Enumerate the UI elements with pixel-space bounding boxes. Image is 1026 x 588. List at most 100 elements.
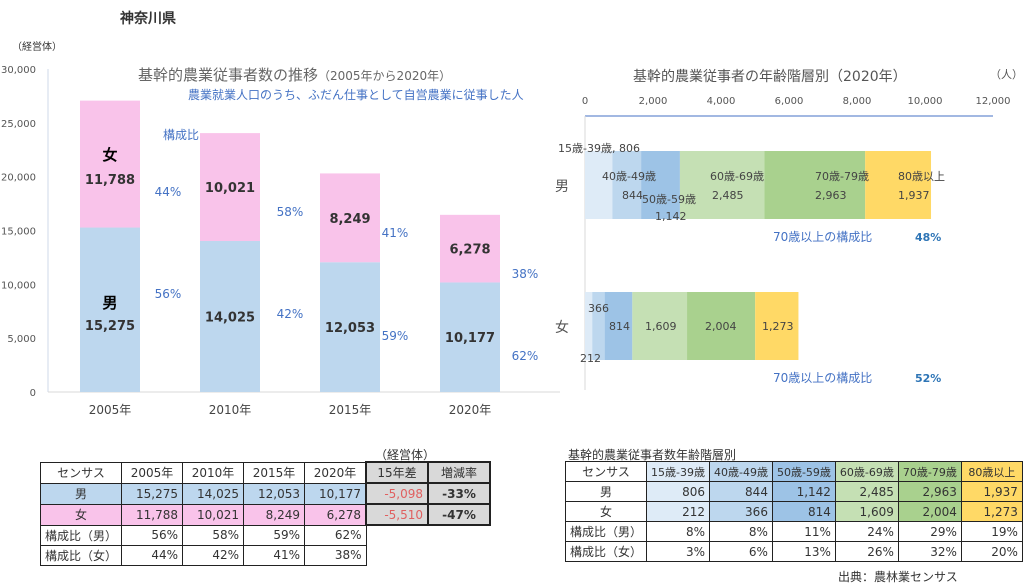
x-tick-label: 2005年 <box>89 403 132 417</box>
chart2-title: 基幹的農業従事者の年齢階層別（2020年） <box>633 69 907 85</box>
bar-male-label: 10,177 <box>445 331 495 346</box>
x-tick-label: 2020年 <box>449 403 492 417</box>
table-cell: 構成比（男） <box>564 521 648 542</box>
table-cell: 6% <box>708 541 773 562</box>
table-cell: 8% <box>646 521 710 542</box>
chart1-subtitle: 農業就業人口のうち、ふだん仕事として自営農業に従事した人 <box>188 88 524 102</box>
male-data-label: 80歳以上 <box>898 170 945 183</box>
table-cell: 212 <box>646 501 710 522</box>
x-tick-label: 6,000 <box>775 96 804 107</box>
table-cell: 366 <box>708 501 773 522</box>
male-data-label: 2,485 <box>712 189 744 202</box>
note-value: 48% <box>915 231 941 244</box>
table-age: センサス 15歳-39歳 40歳-49歳 50歳-59歳 60歳-69歳 70歳-79歳 8… <box>564 461 1023 562</box>
table-cell: 10,177 <box>304 482 367 505</box>
table-cell: 男 <box>39 482 123 505</box>
y-tick-label: 20,000 <box>1 173 36 184</box>
age-bar-segment <box>592 292 605 360</box>
table-row: 構成比（女） 3% 6% 13% 26% 32% 20% <box>564 541 1023 562</box>
table-row: 男 15,275 14,025 12,053 10,177 -5,098 -33% <box>39 482 492 505</box>
table-cell: 44% <box>121 544 184 566</box>
y-tick-label: 0 <box>30 388 36 399</box>
table-cell: 8,249 <box>243 503 306 526</box>
series-name-female: 女 <box>102 146 117 164</box>
bar-female-label: 6,278 <box>449 243 490 258</box>
bar-female <box>200 133 260 241</box>
series-name-male: 男 <box>102 294 117 312</box>
bar-male <box>200 240 260 392</box>
table-cell: 10,021 <box>182 503 245 526</box>
table-row: 構成比（男） 56% 58% 59% 62% <box>39 524 491 546</box>
x-tick-label: 0 <box>582 96 588 107</box>
table-cell: 2,963 <box>897 481 962 502</box>
age-bar-segment <box>585 151 613 219</box>
bar-male-label: 14,025 <box>205 310 255 325</box>
female-data-label: 212 <box>580 352 601 365</box>
table-cell: 2,004 <box>897 501 962 522</box>
table-cell: 11% <box>771 521 836 542</box>
table-cell: 70歳-79歳 <box>897 461 962 482</box>
table1-unit: （経営体） <box>375 448 436 462</box>
age-bar-segment <box>632 292 688 360</box>
table-cell: 62% <box>304 524 367 546</box>
share-female: 44% <box>155 185 182 199</box>
age-bar-segment <box>755 292 799 360</box>
y-tick-label: 10,000 <box>1 280 36 291</box>
note-label: 70歳以上の構成比 <box>773 371 872 385</box>
table-cell: 男 <box>564 481 648 502</box>
table-cell: 15歳-39歳 <box>646 461 710 482</box>
table-cell: -5,098 <box>365 482 430 505</box>
age-bar-segment <box>764 151 866 219</box>
table-cell: 29% <box>897 521 962 542</box>
table-cell: 6,278 <box>304 503 367 526</box>
table-cell: -47% <box>427 503 492 526</box>
chart1-title-text: 基幹的農業従事者数の推移 <box>138 66 319 84</box>
share-male: 56% <box>155 287 182 301</box>
male-data-label: 2,963 <box>815 189 847 202</box>
category-label: 女 <box>555 319 569 336</box>
female-data-label: 366 <box>588 302 609 315</box>
chart1-title-sub: （2005年から2020年） <box>318 69 452 83</box>
table-header-row: センサス 2005年 2010年 2015年 2020年 15年差 増減率 <box>39 461 492 484</box>
table-cell: センサス <box>564 461 648 482</box>
share-female: 58% <box>277 205 304 219</box>
male-data-label: 70歳-79歳 <box>815 170 869 183</box>
table-cell: 構成比（男） <box>39 524 123 546</box>
table2-title: 基幹的農業従事者数年齢階層別 <box>568 448 737 462</box>
table-cell: 41% <box>243 544 306 566</box>
note-label: 70歳以上の構成比 <box>773 230 872 244</box>
table-cell: 11,788 <box>121 503 184 526</box>
chart1-title: 基幹的農業従事者数の推移（2005年から2020年） <box>138 64 451 85</box>
share-female: 38% <box>512 267 539 281</box>
bar-female-label: 11,788 <box>85 173 135 188</box>
chart2-unit: （人） <box>990 68 1023 81</box>
table-row: 女 212 366 814 1,609 2,004 1,273 <box>564 501 1023 522</box>
table-cell: 2,485 <box>834 481 899 502</box>
table-cell: 15,275 <box>121 482 184 505</box>
bar-male-label: 15,275 <box>85 319 135 334</box>
age-bar-segment <box>679 151 765 219</box>
share-male: 59% <box>382 329 409 343</box>
y-axis-unit: （経営体） <box>12 42 62 53</box>
table-cell: 2010年 <box>182 461 245 484</box>
bar-female-label: 10,021 <box>205 181 255 196</box>
male-data-label: 844 <box>622 189 643 202</box>
table-cell: 24% <box>834 521 899 542</box>
category-label: 男 <box>555 179 569 195</box>
y-tick-label: 15,000 <box>1 227 36 238</box>
table-cell: 1,609 <box>834 501 899 522</box>
share-female: 41% <box>382 226 409 240</box>
male-data-label: 40歳-49歳 <box>602 170 656 183</box>
table-cell: 構成比（女） <box>39 544 123 566</box>
table-cell: 13% <box>771 541 836 562</box>
y-tick-label: 30,000 <box>1 65 36 76</box>
age-bar-segment <box>612 151 642 219</box>
x-tick-label: 8,000 <box>843 96 872 107</box>
bar-female <box>440 214 500 283</box>
female-data-label: 814 <box>609 320 630 333</box>
note-value: 52% <box>915 372 941 385</box>
table-cell: 15年差 <box>365 461 430 484</box>
age-bar-segment <box>604 292 633 360</box>
table-cell: 12,053 <box>243 482 306 505</box>
table-cell: 60歳-69歳 <box>834 461 899 482</box>
